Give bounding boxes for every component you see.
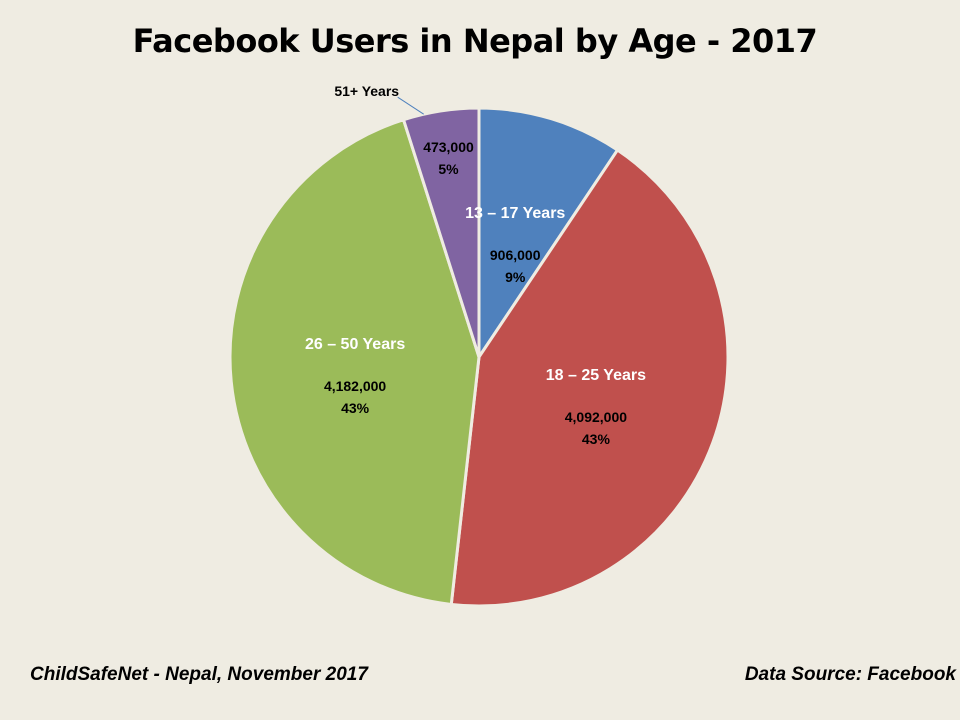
pie-slice-26-50-years xyxy=(228,118,481,606)
value-label-51-years: 473,000 xyxy=(423,139,474,155)
value-label-13-17-years: 906,000 xyxy=(490,247,541,263)
category-label-18-25-years: 18 – 25 Years xyxy=(546,367,646,384)
percent-label-26-50-years: 43% xyxy=(341,400,370,416)
category-label-26-50-years: 26 – 50 Years xyxy=(305,336,405,353)
chart-title: Facebook Users in Nepal by Age - 2017 xyxy=(132,22,818,60)
category-label-51-years: 51+ Years xyxy=(334,83,399,99)
footer-source: Data Source: Facebook xyxy=(744,664,956,685)
leader-line-51-years xyxy=(397,96,424,115)
value-label-26-50-years: 4,182,000 xyxy=(324,378,386,394)
pie-slice-18-25-years xyxy=(449,148,730,608)
pie-slice-51-years xyxy=(402,106,481,359)
value-label-18-25-years: 4,092,000 xyxy=(565,409,627,425)
percent-label-51-years: 5% xyxy=(438,161,459,177)
category-label-13-17-years: 13 – 17 Years xyxy=(465,205,565,222)
pie-slice-13-17-years xyxy=(477,106,619,359)
footer-credit: ChildSafeNet - Nepal, November 2017 xyxy=(30,664,368,685)
percent-label-13-17-years: 9% xyxy=(505,269,526,285)
percent-label-18-25-years: 43% xyxy=(582,431,611,447)
